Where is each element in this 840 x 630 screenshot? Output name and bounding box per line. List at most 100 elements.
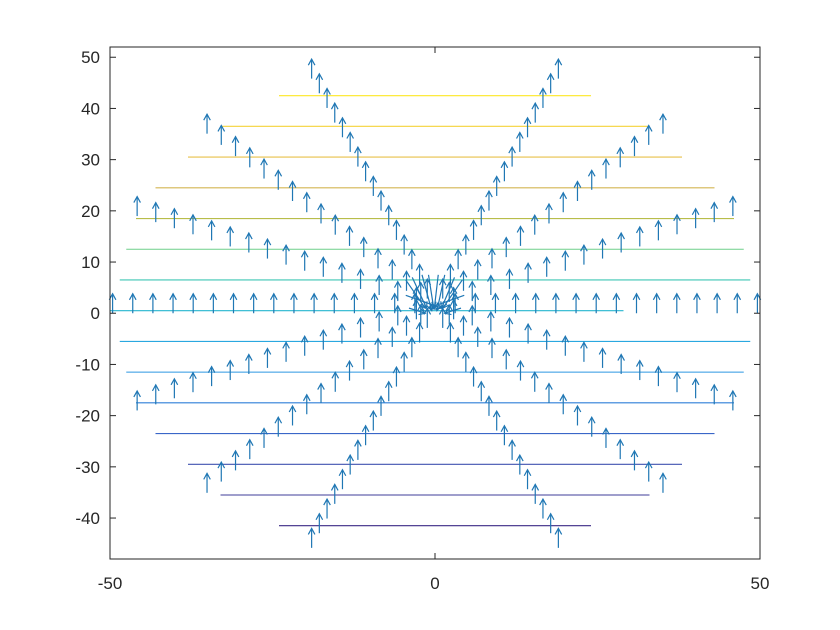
quiver-arrow: [377, 395, 385, 416]
quiver-arrow: [539, 497, 547, 519]
quiver-arrow: [462, 351, 470, 372]
quiver-arrow: [691, 377, 700, 399]
quiver-arrow: [274, 169, 283, 190]
quiver-arrow: [502, 348, 511, 370]
quiver-arrow: [416, 281, 425, 303]
quiver-arrow: [408, 307, 427, 316]
quiver-arrow: [345, 225, 354, 246]
quiver-arrow: [462, 233, 470, 255]
quiver-arrow: [617, 231, 625, 253]
quiver-arrow: [616, 438, 625, 460]
quiver-arrow: [659, 472, 667, 493]
quiver-arrow: [388, 326, 397, 347]
quiver-arrow: [523, 116, 532, 138]
quiver-arrow: [468, 304, 477, 326]
quiver-arrow: [438, 307, 447, 328]
quiver-arrow: [151, 201, 160, 223]
quiver-arrow: [471, 292, 480, 314]
quiver-arrow: [561, 250, 570, 271]
quiver-arrow: [598, 237, 607, 259]
quiver-arrow: [319, 328, 328, 350]
quiver-arrow: [729, 195, 737, 217]
quiver-arrow: [659, 112, 667, 134]
quiver-arrow: [149, 292, 157, 314]
quiver-arrow: [288, 404, 297, 426]
quiver-arrow: [330, 483, 339, 504]
y-tick-label: 0: [91, 304, 100, 323]
quiver-arrows: [108, 57, 762, 548]
quiver-arrow: [644, 460, 653, 482]
quiver-arrow: [542, 328, 551, 350]
quiver-arrow: [459, 314, 468, 336]
quiver-arrow: [516, 359, 525, 381]
quiver-arrow: [245, 438, 254, 460]
quiver-arrow: [359, 348, 368, 370]
y-tick-label: -20: [75, 407, 100, 426]
quiver-arrow: [592, 292, 601, 314]
quiver-arrow: [443, 307, 462, 316]
quiver-arrow: [487, 310, 495, 332]
quiver-arrow: [511, 292, 520, 314]
y-tick-label: -30: [75, 458, 100, 477]
quiver-arrow: [189, 292, 198, 314]
quiver-arrow: [713, 292, 721, 314]
quiver-arrow: [359, 236, 368, 258]
quiver-arrow: [189, 213, 197, 235]
quiver-arrow: [598, 347, 607, 368]
quiver-arrow: [468, 280, 477, 302]
quiver-arrow: [370, 292, 379, 314]
quiver-arrow: [226, 225, 235, 247]
quiver-arrow: [207, 219, 216, 241]
quiver-arrow: [361, 160, 370, 182]
quiver-arrow: [545, 202, 553, 224]
quiver-arrow: [354, 439, 362, 460]
quiver-arrow: [473, 326, 482, 347]
quiver-arrow: [400, 233, 408, 255]
quiver-arrow: [393, 280, 402, 302]
y-tick-label: 20: [81, 202, 100, 221]
contour-lines: [110, 95, 751, 527]
quiver-arrow: [377, 189, 385, 211]
quiver-arrow: [369, 409, 378, 431]
quiver-arrow: [459, 270, 468, 291]
quiver-arrow: [505, 316, 514, 338]
x-tick-label: 0: [430, 574, 439, 593]
y-tick-label: 30: [81, 151, 100, 170]
quiver-arrow: [546, 512, 555, 534]
quiver-arrow: [515, 453, 524, 475]
quiver-arrow: [217, 460, 226, 482]
quiver-arrow: [354, 145, 362, 167]
y-tick-label: -10: [75, 355, 100, 374]
quiver-arrow: [616, 146, 625, 168]
quiver-arrow: [302, 191, 311, 213]
quiver-arrow: [260, 427, 268, 448]
quiver-arrow: [408, 248, 416, 270]
quiver-arrow: [392, 365, 401, 387]
quiver-arrow: [729, 389, 737, 411]
quiver-arrow: [691, 207, 700, 229]
quiver-arrow: [307, 57, 316, 79]
quiver-arrow: [539, 87, 547, 108]
quiver-arrow: [587, 415, 596, 437]
quiver-arrow: [170, 207, 179, 229]
quiver-arrow: [133, 389, 141, 411]
quiver-arrow: [384, 380, 393, 402]
quiver-arrow: [356, 268, 365, 289]
quiver-arrow: [229, 292, 238, 314]
quiver-arrow: [302, 393, 311, 415]
quiver-arrow: [245, 231, 253, 253]
quiver-arrow: [288, 180, 297, 202]
quiver-arrow: [559, 393, 568, 415]
quiver-arrow: [487, 274, 495, 296]
quiver-arrow: [524, 322, 532, 344]
y-tick-label: 10: [81, 253, 100, 272]
quiver-arrow: [485, 395, 493, 416]
quiver-arrow: [375, 310, 383, 332]
quiver-arrow: [469, 365, 478, 387]
axis-ticks: -50 0 50 -40 -30 -20 -10 0 10 20 30 40 50: [75, 47, 769, 593]
quiver-arrow: [446, 321, 455, 343]
quiver-arrow: [446, 263, 455, 284]
quiver-arrow: [249, 292, 258, 314]
quiver-arrow: [203, 112, 211, 134]
